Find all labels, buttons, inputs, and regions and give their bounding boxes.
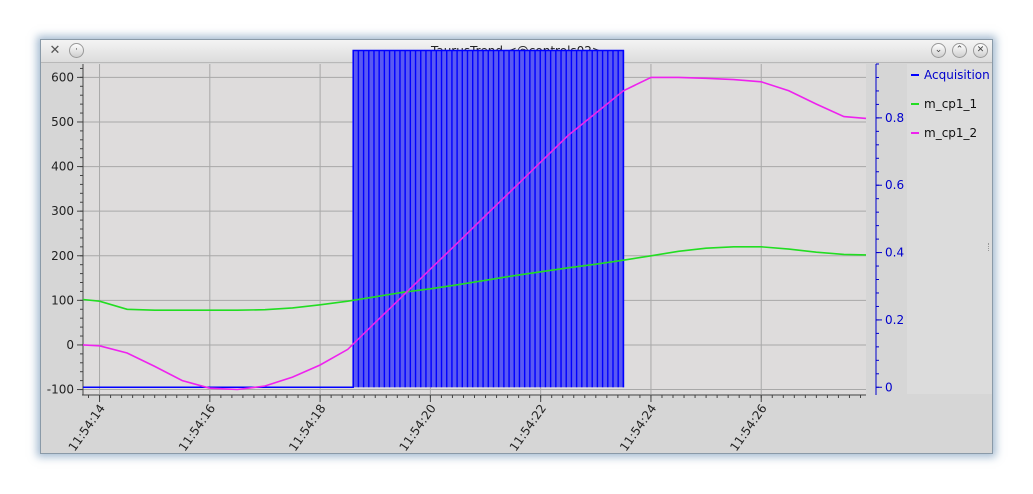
legend-swatch	[911, 103, 919, 105]
bottom-tick-label: 11:54:24	[617, 402, 659, 454]
series-m-cp1-1	[82, 246, 867, 312]
resize-grip[interactable]	[988, 243, 992, 251]
left-tick-label: 600	[51, 70, 74, 84]
left-tick-label: -100	[47, 383, 74, 397]
series-m-cp1-2	[82, 76, 867, 391]
legend-label: m_cp1_2	[924, 126, 978, 140]
tools-icon[interactable]: ✕	[49, 43, 61, 58]
close-button[interactable]: ✕	[973, 43, 988, 58]
right-tick-label: 0.8	[885, 111, 904, 125]
legend-label: Acquisition	[924, 68, 990, 82]
legend-swatch	[911, 132, 919, 134]
bottom-tick-label: 11:54:22	[507, 402, 549, 454]
left-tick-label: 0	[66, 338, 74, 352]
left-tick-label: 400	[51, 160, 74, 174]
bottom-tick-label: 11:54:14	[66, 402, 108, 454]
legend-label: m_cp1_1	[924, 97, 978, 111]
minimize-button[interactable]: ⌄	[931, 43, 946, 58]
left-tick-label: 100	[51, 293, 74, 307]
menu-button[interactable]: ·	[69, 43, 84, 58]
left-tick-label: 300	[51, 204, 74, 218]
right-tick-label: 0.2	[885, 313, 904, 327]
taurus-trend-window: ✕ · TaurusTrend <@controls02> ⌄ ⌃ ✕ -100…	[40, 39, 993, 454]
legend-swatch	[911, 74, 919, 76]
right-tick-label: 0	[885, 380, 893, 394]
legend: Acquisition m_cp1_1 m_cp1_2	[907, 64, 992, 394]
left-tick-label: 200	[51, 249, 74, 263]
bottom-tick-label: 11:54:16	[176, 402, 218, 454]
bottom-tick-label: 11:54:18	[286, 402, 328, 454]
bottom-tick-label: 11:54:26	[727, 402, 769, 454]
bottom-tick-label: 11:54:20	[396, 402, 438, 454]
right-tick-label: 0.6	[885, 178, 904, 192]
left-tick-label: 500	[51, 115, 74, 129]
series-acquisition	[83, 49, 625, 389]
legend-item-m-cp1-1[interactable]: m_cp1_1	[911, 97, 977, 111]
right-tick-label: 0.4	[885, 246, 904, 260]
legend-item-acquisition[interactable]: Acquisition	[911, 68, 990, 82]
maximize-button[interactable]: ⌃	[952, 43, 967, 58]
trend-plot[interactable]: -100 0 100 200 300 400 500 600 11:54:14 11:54:16 1…	[41, 40, 994, 455]
legend-item-m-cp1-2[interactable]: m_cp1_2	[911, 126, 977, 140]
